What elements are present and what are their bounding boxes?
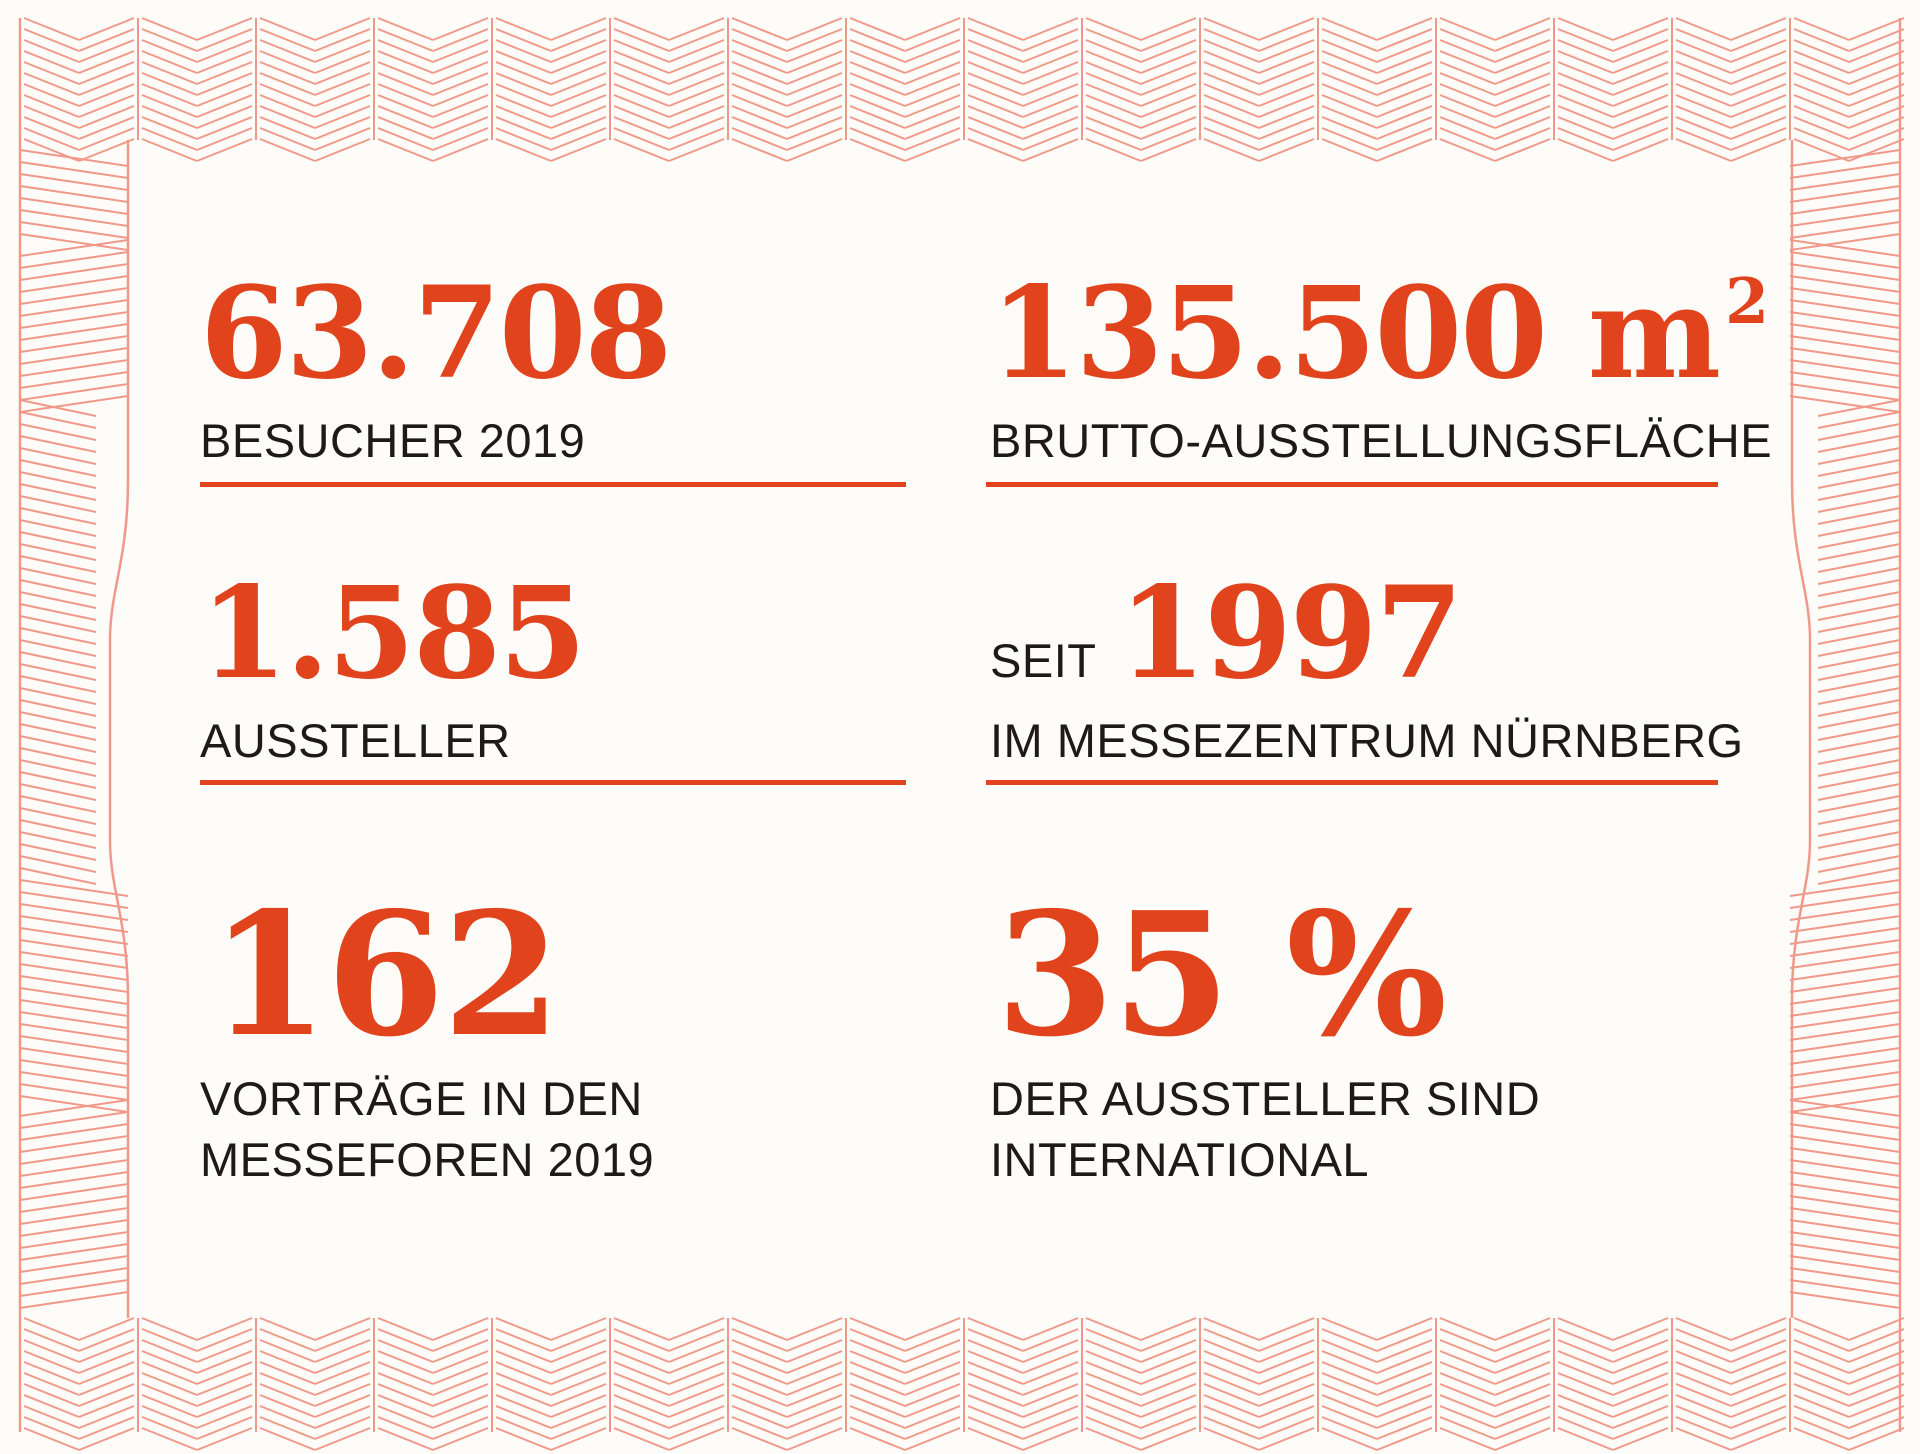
since-prefix: SEIT <box>990 634 1097 687</box>
international-label-line1: DER AUSSTELLER SIND <box>990 1072 1541 1125</box>
talks-label-line2: MESSEFOREN 2019 <box>200 1133 655 1187</box>
area-value: 135.500 m2 <box>990 270 1772 396</box>
visitors-label: BESUCHER 2019 <box>200 414 586 467</box>
divider-row1-right <box>986 482 1718 487</box>
international-value: 35 % <box>996 875 1447 1075</box>
area-number: 135.500 m <box>990 259 1721 407</box>
stat-visitors: 63.708 BESUCHER 2019 <box>200 259 672 471</box>
exhibitors-value: 1.585 <box>200 559 587 707</box>
stat-area: 135.500 m2 BRUTTO-AUSSTELLUNGSFLÄCHE <box>990 270 1772 471</box>
stat-talks: 162 VORTRÄGE IN DEN MESSEFOREN 2019 <box>200 875 654 1190</box>
divider-row2-right <box>986 780 1718 785</box>
visitors-value: 63.708 <box>200 259 672 407</box>
since-label: IM MESSEZENTRUM NÜRNBERG <box>990 714 1744 767</box>
since-value-line: SEIT 1997 <box>990 570 1744 696</box>
stat-exhibitors: 1.585 AUSSTELLER <box>200 559 587 771</box>
stat-since: SEIT 1997 IM MESSEZENTRUM NÜRNBERG <box>990 570 1744 771</box>
talks-label-line1: VORTRÄGE IN DEN <box>200 1072 643 1125</box>
international-label-line2: INTERNATIONAL <box>990 1133 1370 1187</box>
since-year: 1997 <box>1118 559 1463 707</box>
area-unit-superscript: 2 <box>1725 264 1769 339</box>
stat-international: 35 % DER AUSSTELLER SIND INTERNATIONAL <box>990 875 1540 1190</box>
exhibitors-label: AUSSTELLER <box>200 714 511 767</box>
area-label: BRUTTO-AUSSTELLUNGSFLÄCHE <box>990 414 1773 467</box>
divider-row1-left <box>200 482 906 487</box>
talks-value: 162 <box>210 875 561 1075</box>
divider-row2-left <box>200 780 906 785</box>
